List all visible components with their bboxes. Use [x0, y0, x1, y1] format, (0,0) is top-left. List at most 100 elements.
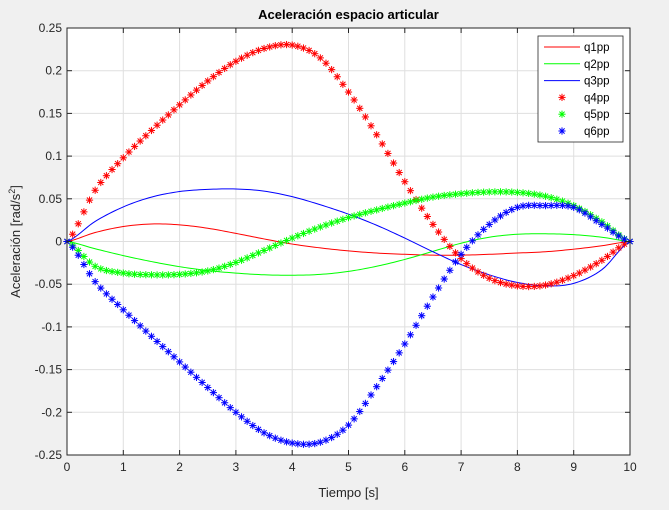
marker-stroke: [469, 189, 476, 196]
marker-stroke: [610, 249, 617, 256]
marker-stroke: [486, 275, 493, 282]
marker-stroke: [559, 277, 566, 284]
marker-stroke: [317, 224, 324, 230]
data-point-q6pp: [226, 404, 234, 412]
data-point-q5pp: [378, 204, 386, 213]
marker-stroke: [97, 179, 104, 186]
marker-stroke: [114, 301, 121, 308]
data-point-q5pp: [389, 202, 398, 210]
marker-stroke: [266, 245, 273, 251]
data-point-q4pp: [187, 91, 195, 99]
data-point-q4pp: [288, 41, 296, 49]
data-point-q6pp: [136, 322, 144, 330]
data-point-q5pp: [429, 193, 437, 201]
marker-stroke: [536, 192, 543, 199]
marker-stroke: [75, 247, 82, 254]
marker-stroke: [553, 196, 560, 203]
marker-stroke: [159, 271, 166, 278]
marker-stroke: [261, 429, 267, 436]
data-point-q6pp: [586, 213, 595, 221]
marker-stroke: [131, 317, 138, 324]
marker-stroke: [503, 188, 510, 195]
data-point-q6pp: [164, 348, 172, 356]
marker-stroke: [559, 111, 565, 118]
marker-stroke: [407, 331, 414, 338]
data-point-q6pp: [558, 201, 567, 209]
data-point-q4pp: [592, 260, 600, 268]
data-point-q4pp: [373, 131, 381, 139]
marker-stroke: [368, 208, 374, 215]
data-point-q4pp: [541, 281, 550, 289]
data-point-q5pp: [451, 190, 460, 198]
marker-stroke: [475, 231, 481, 238]
marker-stroke: [542, 202, 549, 209]
data-point-q6pp: [221, 399, 229, 407]
data-point-q6pp: [491, 216, 499, 224]
data-point-q6pp: [282, 438, 291, 446]
data-point-q6pp: [367, 391, 375, 399]
data-point-q4pp: [480, 271, 488, 279]
marker-stroke: [339, 81, 346, 88]
marker-stroke: [227, 404, 234, 411]
data-point-q6pp: [333, 430, 341, 438]
marker-stroke: [520, 189, 526, 196]
marker-stroke: [598, 257, 605, 264]
data-point-q4pp: [615, 244, 623, 252]
marker-stroke: [80, 261, 87, 268]
data-point-q5pp: [356, 210, 364, 218]
marker-stroke: [604, 253, 611, 260]
marker-stroke: [390, 160, 397, 166]
marker-stroke: [114, 269, 121, 276]
marker-stroke: [441, 276, 448, 282]
y-tick-label: 0.1: [45, 149, 62, 163]
legend-label-q5pp: q5pp: [584, 109, 610, 121]
marker-stroke: [351, 212, 358, 219]
data-point-q4pp: [451, 249, 460, 257]
data-point-q4pp: [553, 278, 561, 286]
marker-stroke: [221, 399, 228, 406]
marker-stroke: [401, 200, 408, 207]
legend-label-q1pp: q1pp: [584, 42, 610, 54]
marker-stroke: [486, 189, 493, 195]
data-point-q6pp: [305, 440, 313, 448]
x-tick-label: 1: [120, 460, 127, 474]
data-point-q5pp: [350, 212, 358, 220]
data-point-q5pp: [215, 264, 223, 272]
marker-stroke: [373, 131, 380, 138]
legend-marker-q4pp: [558, 93, 566, 101]
marker-stroke: [514, 204, 521, 211]
data-point-q6pp: [570, 203, 578, 211]
marker-stroke: [587, 213, 594, 220]
data-point-q6pp: [356, 407, 364, 416]
data-point-q6pp: [176, 358, 184, 366]
marker-stroke: [238, 55, 245, 62]
marker-stroke: [463, 244, 470, 251]
marker-stroke: [171, 353, 177, 360]
marker-stroke: [323, 437, 329, 444]
marker-stroke: [559, 198, 566, 205]
series-q6pp: [63, 201, 634, 448]
marker-stroke: [390, 202, 397, 209]
marker-stroke: [407, 198, 414, 205]
marker-stroke: [553, 202, 560, 209]
marker-stroke: [86, 197, 93, 204]
data-point-q6pp: [74, 251, 82, 259]
marker-stroke: [548, 280, 555, 287]
data-point-q4pp: [226, 61, 234, 69]
data-point-q6pp: [468, 237, 476, 245]
legend-label-q2pp: q2pp: [584, 59, 610, 71]
data-point-q4pp: [322, 59, 330, 67]
marker-stroke: [401, 341, 408, 347]
data-point-q6pp: [260, 429, 268, 437]
data-point-q4pp: [215, 68, 223, 77]
data-point-q6pp: [373, 383, 381, 391]
data-point-q5pp: [91, 262, 99, 270]
marker-stroke: [514, 189, 521, 196]
data-point-q4pp: [547, 280, 555, 288]
marker-stroke: [565, 203, 572, 209]
marker-stroke: [356, 408, 363, 415]
y-tick-label: 0.05: [39, 192, 63, 206]
data-point-q5pp: [181, 270, 189, 278]
marker-stroke: [441, 236, 448, 243]
y-tick-label: 0: [55, 235, 62, 249]
